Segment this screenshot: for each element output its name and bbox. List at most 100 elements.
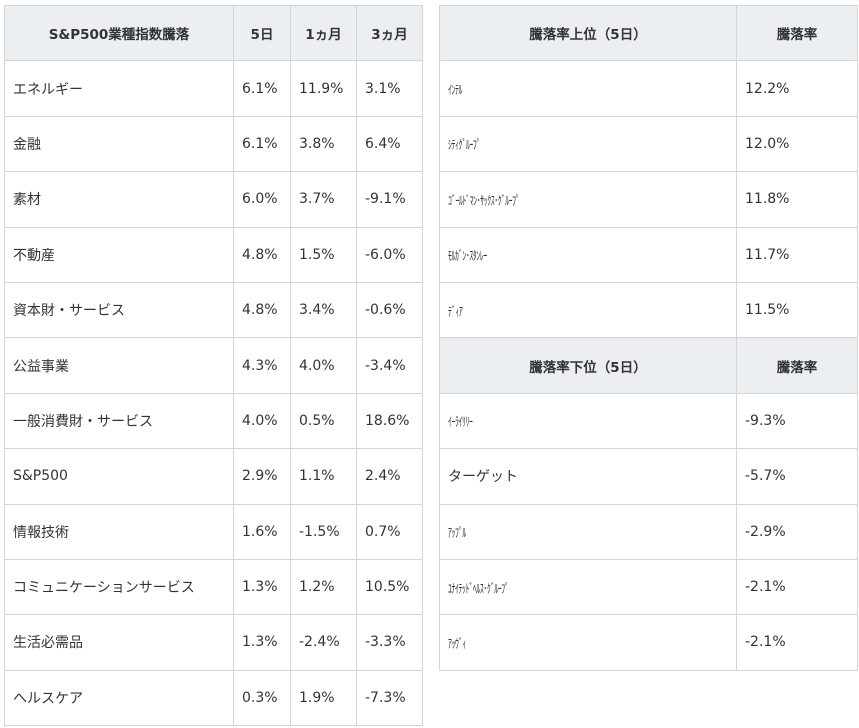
value-5d: 2.9% [233, 448, 291, 505]
stock-name-text: ｱｯﾌﾟﾙ [448, 525, 466, 541]
value-1m: 11.9% [290, 60, 357, 117]
value-1m: 3.7% [290, 171, 357, 228]
stock-name: ﾓﾙｶﾞﾝ･ｽﾀﾝﾚｰ [439, 226, 737, 283]
value-5d: 4.3% [233, 337, 291, 394]
value-3m: 0.7% [356, 503, 423, 560]
value-3m: 6.4% [356, 115, 423, 173]
stock-name: ｺﾞｰﾙﾄﾞﾏﾝ･ｻｯｸｽ･ｸﾞﾙｰﾌﾟ [439, 171, 737, 228]
stock-name: ﾃﾞｨｱ [439, 281, 737, 339]
stock-name: ｼﾃｨｸﾞﾙｰﾌﾟ [439, 115, 737, 173]
table-row: ﾃﾞｨｱ 11.5% [439, 281, 858, 339]
stock-name: ｲｰﾗｲﾘﾘｰ [439, 392, 737, 450]
stock-name-text: ターゲット [448, 469, 518, 486]
table-row: 資本財・サービス 4.8% 3.4% -0.6% [4, 281, 423, 339]
table-row: ｱｯﾌﾟﾙ -2.9% [439, 503, 858, 560]
value-1m: 0.5% [290, 392, 357, 450]
table-row: 素材 6.0% 3.7% -9.1% [4, 171, 423, 228]
value-3m: -7.3% [356, 669, 423, 727]
table-row: ｱｯｳﾞｨ -2.1% [439, 614, 858, 671]
sector-name: ヘルスケア [4, 669, 234, 727]
table-header-row: S&P500業種指数騰落 5日 1ヵ月 3ヵ月 [4, 4, 423, 62]
value-3m: -3.4% [356, 337, 423, 394]
change-rate: 11.5% [736, 281, 858, 339]
stock-name-text: ﾓﾙｶﾞﾝ･ｽﾀﾝﾚｰ [448, 248, 487, 264]
table-row: エネルギー 6.1% 11.9% 3.1% [4, 60, 423, 117]
table-row: 不動産 4.8% 1.5% -6.0% [4, 226, 423, 283]
table-row: ｲﾝﾃﾙ 12.2% [439, 60, 858, 117]
change-rate: 12.0% [736, 115, 858, 173]
movers-table: 騰落率上位（5日） 騰落率 ｲﾝﾃﾙ 12.2% ｼﾃｨｸﾞﾙｰﾌﾟ 12.0% ｺ… [439, 4, 858, 671]
header-sector: S&P500業種指数騰落 [4, 4, 234, 62]
table-row: ターゲット -5.7% [439, 448, 858, 505]
value-3m: -9.1% [356, 171, 423, 228]
table-row: 情報技術 1.6% -1.5% 0.7% [4, 503, 423, 560]
value-1m: 1.1% [290, 448, 357, 505]
value-5d: 1.3% [233, 614, 291, 671]
header-top-movers: 騰落率上位（5日） [439, 4, 737, 62]
stock-name-text: ﾕﾅｲﾃｯﾄﾞﾍﾙｽ･ｸﾞﾙｰﾌﾟ [448, 580, 509, 596]
table-row: ﾓﾙｶﾞﾝ･ｽﾀﾝﾚｰ 11.7% [439, 226, 858, 283]
header-bottom-movers: 騰落率下位（5日） [439, 337, 737, 394]
header-5d: 5日 [233, 4, 291, 62]
stock-name-text: ｼﾃｨｸﾞﾙｰﾌﾟ [448, 137, 481, 153]
table-row: ｼﾃｨｸﾞﾙｰﾌﾟ 12.0% [439, 115, 858, 173]
stock-name-text: ｱｯｳﾞｨ [448, 635, 466, 651]
sector-name: S&P500 [4, 448, 234, 505]
table-row: ﾕﾅｲﾃｯﾄﾞﾍﾙｽ･ｸﾞﾙｰﾌﾟ -2.1% [439, 558, 858, 616]
table-row: 一般消費財・サービス 4.0% 0.5% 18.6% [4, 392, 423, 450]
table-row: コミュニケーションサービス 1.3% 1.2% 10.5% [4, 558, 423, 616]
top-movers-header-row: 騰落率上位（5日） 騰落率 [439, 4, 858, 62]
sector-name: 金融 [4, 115, 234, 173]
change-rate: -5.7% [736, 448, 858, 505]
value-5d: 0.3% [233, 669, 291, 727]
value-3m: -3.3% [356, 614, 423, 671]
value-1m: 3.4% [290, 281, 357, 339]
value-5d: 1.3% [233, 558, 291, 616]
value-3m: -6.0% [356, 226, 423, 283]
value-5d: 6.0% [233, 171, 291, 228]
value-5d: 1.6% [233, 503, 291, 560]
header-1m: 1ヵ月 [290, 4, 357, 62]
sector-name: 不動産 [4, 226, 234, 283]
table-row: 生活必需品 1.3% -2.4% -3.3% [4, 614, 423, 671]
value-3m: 3.1% [356, 60, 423, 117]
change-rate: -2.9% [736, 503, 858, 560]
sector-name: 情報技術 [4, 503, 234, 560]
bottom-movers-header-row: 騰落率下位（5日） 騰落率 [439, 337, 858, 394]
value-3m: 2.4% [356, 448, 423, 505]
value-1m: 3.8% [290, 115, 357, 173]
stock-name: ｱｯﾌﾟﾙ [439, 503, 737, 560]
header-change-rate: 騰落率 [736, 4, 858, 62]
sector-name: コミュニケーションサービス [4, 558, 234, 616]
stock-name-text: ｲｰﾗｲﾘﾘｰ [448, 414, 473, 430]
change-rate: -9.3% [736, 392, 858, 450]
value-3m: 18.6% [356, 392, 423, 450]
sector-performance-table: S&P500業種指数騰落 5日 1ヵ月 3ヵ月 エネルギー 6.1% 11.9% 3.… [4, 4, 423, 727]
stock-name: ｲﾝﾃﾙ [439, 60, 737, 117]
table-row: ヘルスケア 0.3% 1.9% -7.3% [4, 669, 423, 727]
stock-name: ｱｯｳﾞｨ [439, 614, 737, 671]
stock-name-text: ﾃﾞｨｱ [448, 303, 463, 319]
table-row: ｺﾞｰﾙﾄﾞﾏﾝ･ｻｯｸｽ･ｸﾞﾙｰﾌﾟ 11.8% [439, 171, 858, 228]
table-row: S&P500 2.9% 1.1% 2.4% [4, 448, 423, 505]
value-1m: -2.4% [290, 614, 357, 671]
header-3m: 3ヵ月 [356, 4, 423, 62]
stock-name: ターゲット [439, 448, 737, 505]
value-5d: 4.8% [233, 226, 291, 283]
change-rate: -2.1% [736, 614, 858, 671]
value-5d: 4.8% [233, 281, 291, 339]
change-rate: 12.2% [736, 60, 858, 117]
value-5d: 6.1% [233, 60, 291, 117]
sector-name: 生活必需品 [4, 614, 234, 671]
sector-name: 資本財・サービス [4, 281, 234, 339]
sector-name: エネルギー [4, 60, 234, 117]
sector-name: 一般消費財・サービス [4, 392, 234, 450]
value-1m: 4.0% [290, 337, 357, 394]
value-5d: 4.0% [233, 392, 291, 450]
value-1m: 1.9% [290, 669, 357, 727]
value-1m: -1.5% [290, 503, 357, 560]
sector-name: 素材 [4, 171, 234, 228]
table-row: 金融 6.1% 3.8% 6.4% [4, 115, 423, 173]
table-row: 公益事業 4.3% 4.0% -3.4% [4, 337, 423, 394]
change-rate: 11.7% [736, 226, 858, 283]
